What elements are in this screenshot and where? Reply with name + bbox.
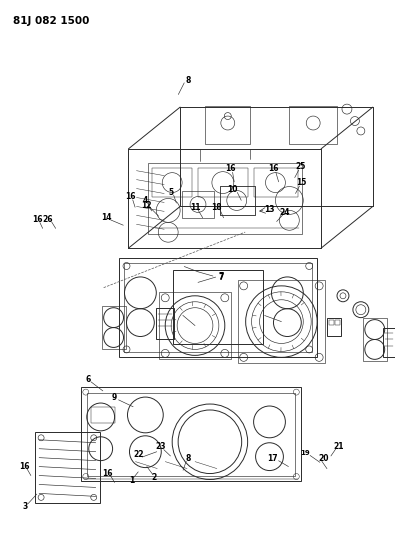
Text: 8: 8 — [185, 76, 191, 85]
Bar — [182, 190, 214, 219]
Text: 8: 8 — [185, 454, 191, 463]
Bar — [253, 168, 298, 198]
Text: 9: 9 — [112, 393, 117, 402]
Text: 16: 16 — [102, 470, 113, 479]
Bar — [159, 292, 231, 359]
Text: 22: 22 — [133, 450, 143, 459]
Text: 13: 13 — [264, 205, 275, 214]
Text: 14: 14 — [101, 213, 112, 222]
Text: 6: 6 — [85, 375, 91, 384]
Bar — [383, 328, 394, 357]
Bar — [220, 185, 255, 215]
Bar — [118, 258, 317, 357]
Bar — [205, 106, 249, 144]
Bar — [329, 320, 334, 325]
Bar — [102, 306, 126, 350]
Bar — [363, 318, 386, 361]
Text: 24: 24 — [279, 208, 290, 217]
Text: 81J 082 1500: 81J 082 1500 — [13, 16, 89, 26]
Text: 25: 25 — [296, 163, 306, 172]
Text: 16: 16 — [268, 164, 279, 173]
Text: 5: 5 — [169, 188, 174, 197]
Text: 15: 15 — [297, 179, 307, 188]
Bar — [81, 387, 301, 481]
Text: 3: 3 — [22, 502, 28, 511]
Text: 16: 16 — [125, 192, 135, 201]
Text: 7: 7 — [218, 272, 223, 281]
Text: 16: 16 — [32, 215, 43, 224]
Bar — [173, 270, 263, 344]
Text: 18: 18 — [211, 203, 222, 212]
Bar — [220, 185, 255, 215]
Bar — [87, 393, 295, 475]
Text: 16: 16 — [225, 164, 236, 173]
Bar — [156, 308, 174, 340]
Bar — [35, 432, 100, 503]
Text: 23: 23 — [155, 442, 166, 451]
Text: 4: 4 — [142, 196, 148, 205]
Text: 12: 12 — [142, 201, 152, 210]
Bar — [124, 263, 312, 352]
Text: 16: 16 — [19, 462, 29, 471]
Bar — [198, 168, 248, 198]
Text: 10: 10 — [227, 185, 238, 193]
Text: 17: 17 — [267, 454, 278, 463]
Text: 11: 11 — [190, 203, 201, 212]
Text: 26: 26 — [42, 215, 53, 224]
Bar — [238, 280, 325, 364]
Bar — [152, 168, 192, 198]
Bar — [335, 320, 340, 325]
Text: 2: 2 — [151, 473, 156, 482]
Bar — [289, 106, 337, 144]
Bar — [327, 318, 341, 335]
Text: 1: 1 — [129, 477, 135, 486]
Text: 20: 20 — [318, 454, 329, 463]
Bar — [148, 163, 302, 234]
Text: 21: 21 — [333, 442, 344, 451]
Text: 19: 19 — [300, 450, 310, 456]
Bar — [91, 407, 114, 423]
Text: 7: 7 — [218, 271, 223, 280]
